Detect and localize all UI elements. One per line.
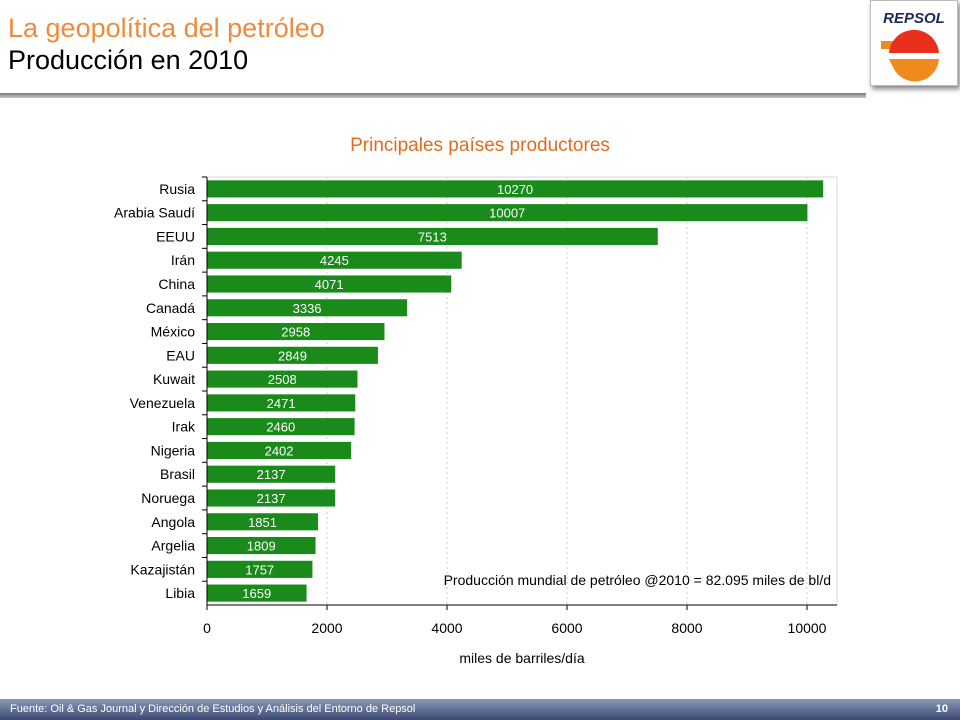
data-label-12: 2137 [257,467,286,482]
bar-0 [207,180,824,198]
x-tick-label-0: 0 [203,620,211,636]
logo-text: REPSOL [883,10,945,27]
bar-1 [207,204,808,222]
category-label-0: Rusia [159,181,195,197]
category-label-8: Kuwait [153,371,195,387]
category-label-2: EEUU [156,228,195,244]
category-label-3: Irán [171,252,195,268]
data-label-3: 4245 [320,253,349,268]
category-label-6: México [151,324,196,340]
category-label-14: Angola [151,514,195,530]
data-label-15: 1809 [247,539,276,554]
data-label-5: 3336 [293,301,322,316]
category-label-5: Canadá [146,300,195,316]
bar-9 [207,394,356,412]
data-label-17: 1659 [242,586,271,601]
data-label-14: 1851 [248,515,277,530]
footer-source: Fuente: Oil & Gas Journal y Dirección de… [10,703,416,715]
title-line-2: Producción en 2010 [8,45,249,75]
x-tick-label-4: 8000 [671,620,702,636]
data-label-0: 10270 [497,182,533,197]
data-label-1: 10007 [489,206,525,221]
category-label-13: Noruega [141,490,195,506]
data-label-8: 2508 [268,372,297,387]
category-label-11: Nigeria [151,442,196,458]
category-label-7: EAU [166,347,195,363]
category-label-9: Venezuela [130,395,196,411]
bar-10 [207,418,355,436]
data-label-13: 2137 [257,491,286,506]
bar-13 [207,489,336,507]
data-label-2: 7513 [418,229,447,244]
data-label-16: 1757 [245,562,274,577]
data-label-4: 4071 [315,277,344,292]
bar-8 [207,370,358,388]
bar-16 [207,560,313,578]
category-label-17: Libia [165,585,195,601]
header-divider [0,93,866,98]
bar-12 [207,465,336,483]
data-label-11: 2402 [265,443,294,458]
bar-chart: 10270 Rusia 10007 Arabia Saudí 7513 EEUU 4245 I… [114,176,838,666]
page-number: 10 [935,703,948,715]
x-tick-label-2: 4000 [431,620,462,636]
category-label-15: Argelia [151,538,195,554]
data-label-7: 2849 [278,348,307,363]
x-tick-label-3: 6000 [551,620,582,636]
bar-5 [207,299,408,317]
category-label-12: Brasil [160,466,195,482]
x-axis-title: miles de barriles/día [459,650,584,666]
category-label-16: Kazajistán [130,561,195,577]
bar-3 [207,251,462,269]
bar-17 [207,584,307,602]
bar-7 [207,346,378,364]
x-tick-label-1: 2000 [311,620,342,636]
bar-4 [207,275,452,293]
data-label-10: 2460 [266,420,295,435]
chart-title: Principales países productores [350,135,610,156]
x-tick-label-5: 10000 [788,620,827,636]
repsol-logo: REPSOL [870,0,958,86]
footer-bar: Fuente: Oil & Gas Journal y Dirección de… [0,699,960,720]
category-label-4: China [158,276,195,292]
bar-11 [207,441,352,460]
bar-15 [207,536,316,555]
bar-2 [207,227,658,246]
bar-6 [207,322,385,341]
title-line-1: La geopolítica del petróleo [8,13,325,43]
plot-area [206,176,838,606]
category-label-10: Irak [172,419,196,435]
chart-annotation: Producción mundial de petróleo @2010 = 8… [444,572,831,588]
category-label-1: Arabia Saudí [114,205,195,221]
data-label-9: 2471 [267,396,296,411]
slide-title: La geopolítica del petróleo Producción e… [8,12,325,76]
data-label-6: 2958 [281,325,310,340]
bar-14 [207,513,319,531]
